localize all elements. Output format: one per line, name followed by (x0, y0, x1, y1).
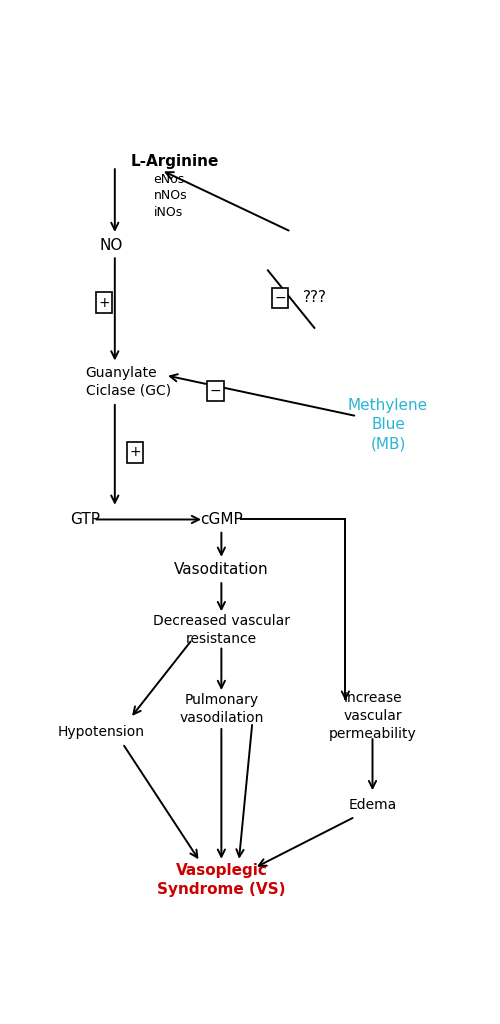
Text: L-Arginine: L-Arginine (130, 155, 218, 169)
Bar (127, 442, 144, 463)
Text: Vasoditation: Vasoditation (174, 562, 268, 578)
Text: +: + (98, 296, 110, 309)
Text: +: + (130, 445, 141, 460)
Text: Methylene
Blue
(MB): Methylene Blue (MB) (348, 398, 428, 452)
Text: cGMP: cGMP (200, 512, 243, 527)
Text: Guanylate
Ciclase (GC): Guanylate Ciclase (GC) (86, 366, 171, 397)
Text: eNos
nNOs
iNOs: eNos nNOs iNOs (154, 173, 187, 218)
Text: Decreased vascular
resistance: Decreased vascular resistance (153, 614, 290, 646)
Text: GTP: GTP (70, 512, 100, 527)
Bar (96, 293, 112, 313)
Bar (272, 288, 288, 308)
Text: ???: ??? (303, 291, 327, 305)
Text: Vasoplegic
Syndrome (VS): Vasoplegic Syndrome (VS) (157, 863, 286, 897)
Text: Pulmonary
vasodilation: Pulmonary vasodilation (179, 693, 264, 725)
Text: Hypotension: Hypotension (58, 725, 145, 738)
Text: −: − (274, 291, 286, 305)
Text: NO: NO (100, 238, 122, 253)
Bar (208, 381, 224, 401)
Text: −: − (210, 384, 222, 398)
Text: Edema: Edema (348, 798, 397, 812)
Text: Increase
vascular
permeability: Increase vascular permeability (328, 691, 416, 740)
